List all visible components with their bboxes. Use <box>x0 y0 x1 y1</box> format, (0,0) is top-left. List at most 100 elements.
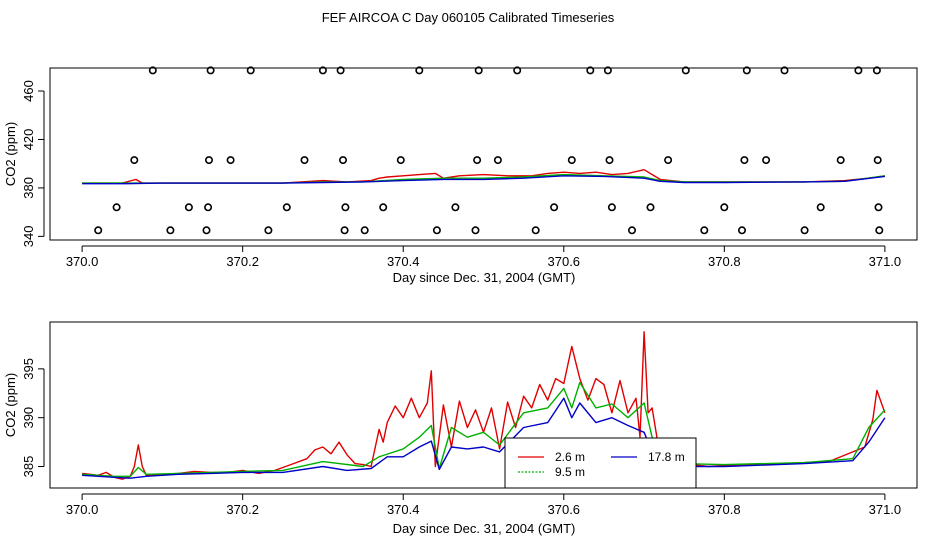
top-x-tick-label: 371.0 <box>869 254 902 269</box>
calibration-marker <box>720 203 729 212</box>
bottom-series-line-17-8-m <box>82 397 886 479</box>
calibration-marker <box>627 226 636 235</box>
legend-label-17-8m: 17.8 m <box>648 450 685 464</box>
bottom-y-tick-label: 395 <box>21 358 36 380</box>
calibration-marker <box>202 226 211 235</box>
calibration-marker <box>875 226 884 235</box>
calibration-marker <box>474 66 483 75</box>
legend-box <box>504 437 697 489</box>
bottom-axes-group: 370.0 370.2 370.4 370.6 370.8 371.0 385 390 395 <box>21 358 901 517</box>
calibration-marker <box>205 156 214 165</box>
calibration-marker <box>318 66 327 75</box>
bottom-x-tick-label: 370.8 <box>708 502 741 517</box>
calibration-marker <box>836 156 845 165</box>
calibration-marker <box>737 226 746 235</box>
legend-label-2-6m: 2.6 m <box>555 450 585 464</box>
calibration-marker <box>473 156 482 165</box>
calibration-marker <box>607 203 616 212</box>
calibration-marker <box>264 226 273 235</box>
calibration-marker <box>816 203 825 212</box>
top-series-line-series-0 <box>82 168 886 184</box>
legend-label-9-5m: 9.5 m <box>555 465 585 479</box>
top-y-tick-label: 420 <box>21 129 36 151</box>
legend: 2.6 m 9.5 m 17.8 m <box>504 437 697 489</box>
calibration-marker <box>246 66 255 75</box>
top-y-tick-label: 380 <box>21 177 36 199</box>
top-x-tick-label: 370.8 <box>708 254 741 269</box>
calibration-marker <box>204 203 213 212</box>
bottom-series-line-9-5-m <box>82 381 886 477</box>
bottom-series-group <box>82 331 886 480</box>
calibration-marker <box>451 203 460 212</box>
bottom-y-axis-title: CO2 (ppm) <box>3 373 18 437</box>
calibration-marker <box>681 66 690 75</box>
bottom-x-tick-label: 370.4 <box>387 502 420 517</box>
top-y-tick-label: 340 <box>21 226 36 248</box>
bottom-panel: 370.0 370.2 370.4 370.6 370.8 371.0385390395 … <box>3 321 918 536</box>
calibration-marker <box>226 156 235 165</box>
calibration-marker <box>493 156 502 165</box>
calibration-marker <box>112 203 121 212</box>
calibration-marker <box>646 203 655 212</box>
top-x-tick-label: 370.6 <box>548 254 581 269</box>
calibration-marker <box>206 66 215 75</box>
top-x-axis-title: Day since Dec. 31, 2004 (GMT) <box>393 270 576 285</box>
bottom-x-tick-label: 370.2 <box>226 502 259 517</box>
calibration-marker <box>341 203 350 212</box>
calibration-marker <box>740 156 749 165</box>
calibration-marker <box>872 66 881 75</box>
calibration-marker <box>336 66 345 75</box>
calibration-marker <box>360 226 369 235</box>
calibration-marker <box>166 226 175 235</box>
calibration-marker <box>396 156 405 165</box>
top-panel: 370.0 370.2 370.4 370.6 370.8 371.0 340 380 420 4… <box>3 66 918 285</box>
calibration-marker <box>550 203 559 212</box>
calibration-marker <box>605 156 614 165</box>
calibration-marker <box>603 66 612 75</box>
calibration-marker <box>340 226 349 235</box>
bottom-x-tick-label: 370.6 <box>548 502 581 517</box>
calibration-marker <box>800 226 809 235</box>
top-series-group <box>82 168 886 185</box>
calibration-marker <box>664 156 673 165</box>
calibration-marker <box>184 203 193 212</box>
top-x-tick-label: 370.2 <box>226 254 259 269</box>
calibration-marker <box>873 156 882 165</box>
calibration-marker <box>300 156 309 165</box>
top-x-tick-label: 370.0 <box>66 254 99 269</box>
calibration-marker <box>94 226 103 235</box>
top-series-line-series-2 <box>82 175 885 185</box>
top-markers-group <box>94 66 884 235</box>
bottom-y-tick-label: 390 <box>21 407 36 429</box>
bottom-x-tick-label: 370.0 <box>66 502 99 517</box>
figure-title: FEF AIRCOA C Day 060105 Calibrated Times… <box>322 10 615 25</box>
calibration-marker <box>130 156 139 165</box>
calibration-marker <box>432 226 441 235</box>
calibration-marker <box>282 203 291 212</box>
calibration-marker <box>854 66 863 75</box>
top-x-tick-label: 370.4 <box>387 254 420 269</box>
calibration-marker <box>471 226 480 235</box>
calibration-marker <box>700 226 709 235</box>
top-y-tick-label: 460 <box>21 80 36 102</box>
top-axes-group: 370.0 370.2 370.4 370.6 370.8 371.0 340 380 420 4… <box>21 80 901 269</box>
bottom-x-axis-title: Day since Dec. 31, 2004 (GMT) <box>393 521 576 536</box>
bottom-series-line-2-6-m <box>82 331 886 480</box>
calibration-marker <box>379 203 388 212</box>
calibration-marker <box>148 66 157 75</box>
calibration-marker <box>762 156 771 165</box>
calibration-marker <box>513 66 522 75</box>
calibration-marker <box>742 66 751 75</box>
calibration-marker <box>586 66 595 75</box>
calibration-marker <box>567 156 576 165</box>
bottom-x-tick-label: 371.0 <box>869 502 902 517</box>
top-y-axis-title: CO2 (ppm) <box>3 122 18 186</box>
bottom-plot-frame <box>49 321 918 489</box>
bottom-y-tick-label: 385 <box>21 456 36 478</box>
top-plot-frame <box>49 67 918 241</box>
calibration-marker <box>415 66 424 75</box>
calibration-marker <box>780 66 789 75</box>
calibration-marker <box>338 156 347 165</box>
calibration-marker <box>531 226 540 235</box>
